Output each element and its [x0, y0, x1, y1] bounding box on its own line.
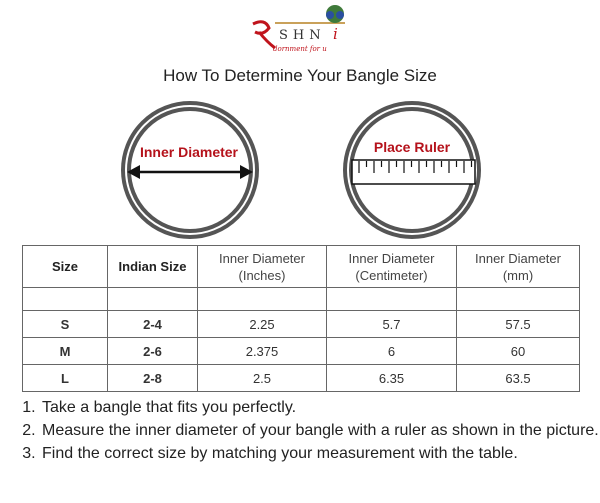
cell-mm: 57.5	[456, 310, 580, 338]
table-empty-row	[22, 287, 580, 311]
cell-mm: 60	[456, 337, 580, 365]
cell-cm: 5.7	[326, 310, 457, 338]
header-indian-size: Indian Size	[107, 245, 198, 288]
cell-size: S	[22, 310, 108, 338]
cell-inches: 2.25	[197, 310, 327, 338]
ruler-icon	[351, 159, 476, 185]
table-header-row: Size Indian Size Inner Diameter (Inches)…	[22, 245, 580, 288]
cell-cm: 6.35	[326, 364, 457, 392]
cell-size: L	[22, 364, 108, 392]
place-ruler-label: Place Ruler	[374, 139, 451, 155]
cell-mm: 63.5	[456, 364, 580, 392]
instruction-item: Measure the inner diameter of your bangl…	[40, 419, 600, 442]
instructions-list: Take a bangle that fits you perfectly. M…	[16, 396, 600, 465]
cell-indian-size: 2-4	[107, 310, 198, 338]
cell-indian-size: 2-8	[107, 364, 198, 392]
bangle-diagrams: Inner Diameter Place Ruler	[121, 101, 481, 239]
svg-text:dornment for u: dornment for u	[273, 45, 327, 53]
header-mm: Inner Diameter (mm)	[456, 245, 580, 288]
table-row: L 2-8 2.5 6.35 63.5	[22, 364, 580, 392]
header-size: Size	[22, 245, 108, 288]
page-title: How To Determine Your Bangle Size	[163, 66, 437, 85]
cell-indian-size: 2-6	[107, 337, 198, 365]
table-row: M 2-6 2.375 6 60	[22, 337, 580, 365]
bangle-inner-diameter-diagram: Inner Diameter	[121, 101, 259, 239]
cell-inches: 2.5	[197, 364, 327, 392]
header-cm: Inner Diameter (Centimeter)	[326, 245, 457, 288]
inner-diameter-label: Inner Diameter	[140, 144, 239, 160]
cell-size: M	[22, 337, 108, 365]
svg-text:SHN: SHN	[279, 28, 326, 43]
cell-cm: 6	[326, 337, 457, 365]
rishni-logo: SHN i dornment for u	[252, 5, 345, 53]
size-table: Size Indian Size Inner Diameter (Inches)…	[22, 245, 580, 392]
instruction-item: Find the correct size by matching your m…	[40, 442, 600, 465]
table-row: S 2-4 2.25 5.7 57.5	[22, 310, 580, 338]
svg-text:i: i	[333, 25, 338, 43]
instruction-item: Take a bangle that fits you perfectly.	[40, 396, 600, 419]
cell-inches: 2.375	[197, 337, 327, 365]
header-inches: Inner Diameter (Inches)	[197, 245, 327, 288]
bangle-ruler-diagram: Place Ruler	[343, 101, 481, 239]
